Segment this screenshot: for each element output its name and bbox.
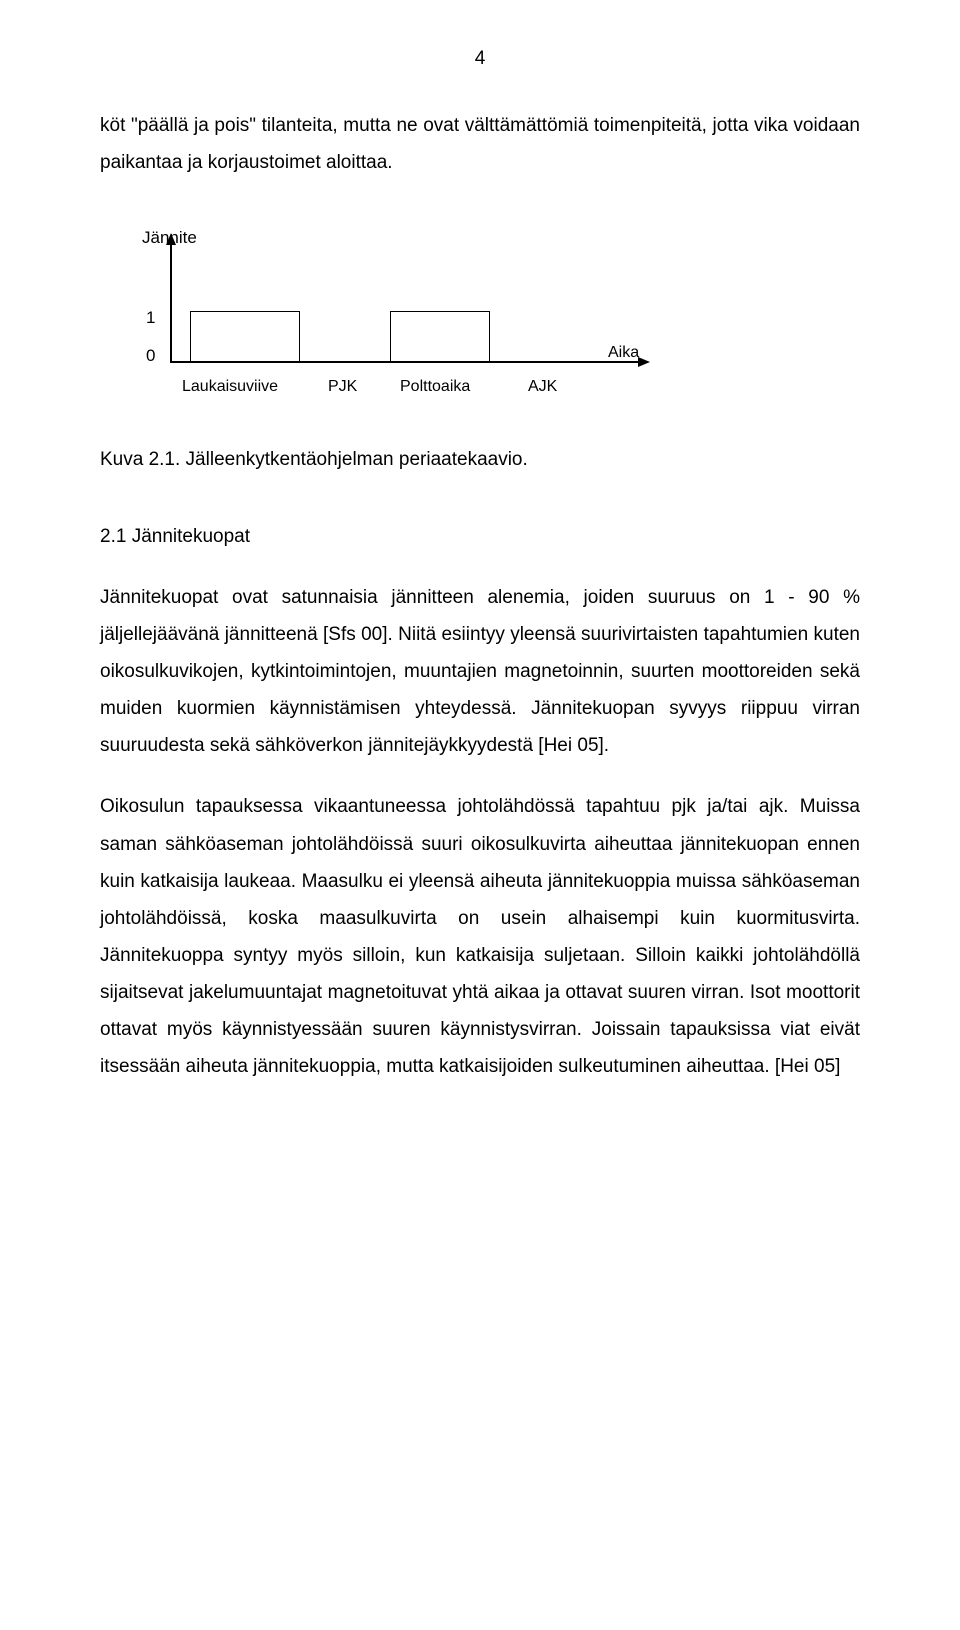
voltage-time-chart: Jännite 1 0 Aika Laukaisuviive PJK Poltt… — [110, 221, 690, 421]
x-label-2: Polttoaika — [400, 371, 470, 402]
section-heading: 2.1 Jännitekuopat — [100, 518, 860, 555]
bar-1 — [190, 311, 300, 361]
intro-paragraph: köt "päällä ja pois" tilanteita, mutta n… — [100, 107, 860, 181]
document-page: 4 köt "päällä ja pois" tilanteita, mutta… — [0, 0, 960, 1169]
y-tick-0: 0 — [146, 339, 155, 372]
figure-2-1: Jännite 1 0 Aika Laukaisuviive PJK Poltt… — [100, 221, 860, 421]
body-paragraph-2: Oikosulun tapauksessa vikaantuneessa joh… — [100, 788, 860, 1084]
x-axis-arrow-icon — [638, 357, 650, 367]
page-number: 4 — [100, 40, 860, 77]
x-label-0: Laukaisuviive — [182, 371, 278, 402]
figure-caption: Kuva 2.1. Jälleenkytkentäohjelman periaa… — [100, 441, 860, 478]
y-axis-arrow-icon — [166, 233, 176, 245]
y-axis-line — [170, 241, 172, 361]
x-axis-title: Aika — [608, 337, 639, 368]
body-paragraph-1: Jännitekuopat ovat satunnaisia jännittee… — [100, 579, 860, 764]
x-axis-line — [170, 361, 640, 363]
x-label-3: AJK — [528, 371, 557, 402]
x-label-1: PJK — [328, 371, 357, 402]
y-tick-1: 1 — [146, 301, 155, 334]
bar-2 — [390, 311, 490, 361]
